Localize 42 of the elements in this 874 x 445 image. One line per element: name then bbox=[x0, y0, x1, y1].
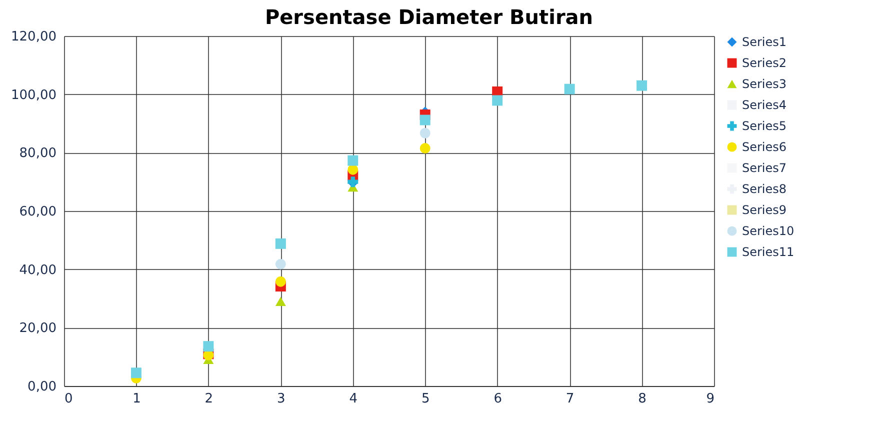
point bbox=[275, 276, 286, 287]
y-tick-label: 60,00 bbox=[19, 204, 56, 220]
point bbox=[203, 341, 214, 352]
point bbox=[275, 296, 286, 306]
point bbox=[275, 258, 286, 270]
y-tick-label: 120,00 bbox=[11, 30, 56, 44]
point bbox=[564, 84, 575, 94]
y-tick-label: 100,00 bbox=[11, 88, 56, 103]
x-tick-label: 6 bbox=[494, 392, 502, 406]
chart-title: Persentase Diameter Butiran bbox=[264, 5, 594, 29]
legend-label: Series4 bbox=[742, 98, 787, 112]
x-tick-label: 7 bbox=[566, 392, 574, 406]
legend-label: Series7 bbox=[742, 161, 787, 175]
x-tick-label: 4 bbox=[349, 392, 358, 406]
legend-label: Series2 bbox=[742, 56, 787, 70]
point bbox=[492, 95, 503, 106]
x-tick-label: 0 bbox=[64, 392, 73, 406]
legend-label: Series1 bbox=[742, 35, 787, 49]
legend-label: Series6 bbox=[742, 140, 787, 154]
x-tick-label: 8 bbox=[638, 392, 646, 406]
y-tick-label: 0,00 bbox=[28, 380, 56, 394]
legend-label: Series9 bbox=[742, 203, 787, 217]
legend-label: Series8 bbox=[742, 182, 787, 196]
point bbox=[636, 80, 648, 91]
y-tick-label: 80,00 bbox=[19, 146, 56, 162]
point bbox=[420, 143, 430, 154]
legend-label: Series5 bbox=[742, 119, 787, 133]
y-tick-label: 40,00 bbox=[19, 262, 56, 278]
x-tick-label: 2 bbox=[204, 392, 214, 406]
point bbox=[348, 155, 358, 166]
x-tick-label: 1 bbox=[132, 392, 141, 406]
point bbox=[130, 368, 142, 378]
legend-label: Series10 bbox=[742, 224, 794, 238]
legend-label: Series3 bbox=[742, 77, 787, 91]
point bbox=[275, 238, 286, 249]
point bbox=[420, 128, 430, 138]
point bbox=[420, 114, 430, 126]
x-tick-label: 5 bbox=[421, 392, 430, 406]
y-tick-label: 20,00 bbox=[19, 321, 56, 336]
x-tick-label: 3 bbox=[277, 392, 286, 406]
x-tick-label: 9 bbox=[706, 392, 714, 406]
legend-label: Series11 bbox=[742, 245, 794, 259]
